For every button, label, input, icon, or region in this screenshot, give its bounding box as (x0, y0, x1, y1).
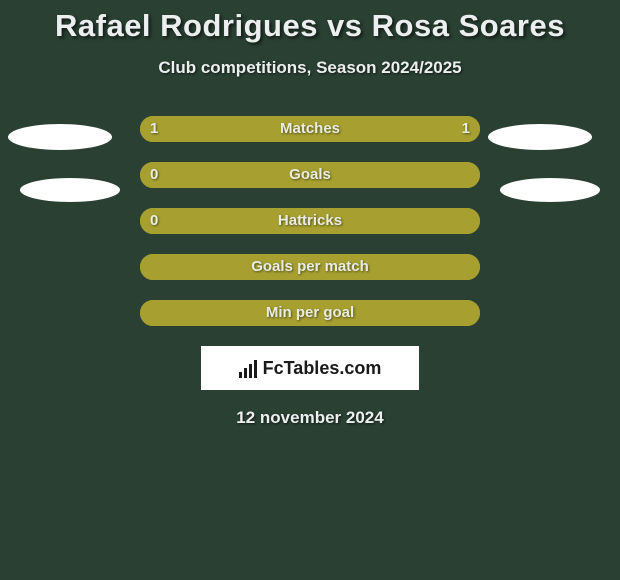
brand-logo: FcTables.com (201, 346, 419, 390)
decor-ellipse (8, 124, 112, 150)
stat-label: Min per goal (140, 300, 480, 326)
stat-left-value: 0 (150, 162, 158, 188)
footer-date: 12 november 2024 (0, 408, 620, 428)
stat-label: Goals per match (140, 254, 480, 280)
stat-row: Hattricks0 (0, 198, 620, 244)
decor-ellipse (20, 178, 120, 202)
decor-ellipse (500, 178, 600, 202)
stat-row: Min per goal (0, 290, 620, 336)
comparison-card: Rafael Rodrigues vs Rosa Soares Club com… (0, 0, 620, 428)
brand-text: FcTables.com (263, 358, 382, 379)
stat-label: Hattricks (140, 208, 480, 234)
page-title: Rafael Rodrigues vs Rosa Soares (0, 8, 620, 44)
page-subtitle: Club competitions, Season 2024/2025 (0, 58, 620, 78)
stat-left-value: 1 (150, 116, 158, 142)
decor-ellipse (488, 124, 592, 150)
stat-row: Goals per match (0, 244, 620, 290)
stat-right-value: 1 (462, 116, 470, 142)
stat-label: Matches (140, 116, 480, 142)
bars-icon (239, 358, 259, 378)
stat-label: Goals (140, 162, 480, 188)
stat-left-value: 0 (150, 208, 158, 234)
